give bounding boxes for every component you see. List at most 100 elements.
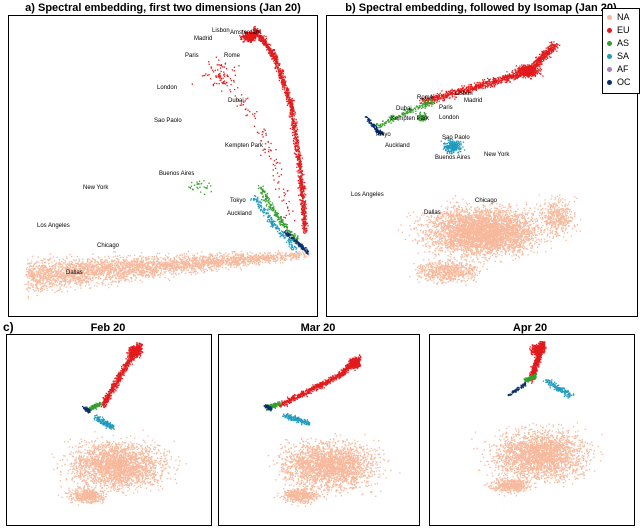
na-point bbox=[141, 260, 143, 263]
na-point bbox=[168, 279, 171, 282]
na-point bbox=[122, 256, 124, 258]
na-point bbox=[222, 262, 224, 264]
eu-point bbox=[284, 83, 286, 85]
eu-point bbox=[286, 104, 289, 106]
na-point bbox=[212, 259, 215, 261]
eu-point bbox=[263, 35, 265, 37]
na-point bbox=[87, 271, 89, 273]
eu-point bbox=[301, 190, 304, 193]
na-point bbox=[98, 269, 100, 271]
eu-point bbox=[245, 33, 247, 35]
na-point bbox=[208, 261, 210, 263]
eu-point bbox=[253, 36, 255, 39]
na-point bbox=[68, 277, 70, 279]
na-point bbox=[230, 263, 232, 265]
na-point bbox=[231, 262, 233, 264]
eu-point bbox=[302, 190, 305, 192]
eu-point bbox=[302, 220, 304, 222]
eu-point bbox=[295, 137, 298, 140]
eu-point bbox=[291, 102, 293, 104]
na-point bbox=[107, 273, 110, 275]
na-point bbox=[112, 274, 114, 277]
na-point bbox=[151, 256, 153, 258]
eu-point bbox=[256, 29, 258, 31]
na-point bbox=[71, 276, 73, 279]
na-point bbox=[241, 256, 243, 258]
na-point bbox=[97, 263, 99, 266]
na-point bbox=[286, 255, 288, 257]
na-point bbox=[108, 265, 110, 267]
na-point bbox=[144, 267, 146, 270]
eu-point bbox=[300, 189, 302, 191]
na-point bbox=[83, 272, 86, 274]
na-point bbox=[118, 277, 120, 279]
na-point bbox=[305, 255, 308, 258]
na-point bbox=[194, 262, 196, 264]
na-point bbox=[56, 290, 58, 292]
na-point bbox=[110, 270, 112, 273]
na-point bbox=[90, 268, 92, 271]
na-point bbox=[34, 268, 36, 270]
eu-point bbox=[268, 43, 270, 45]
na-point bbox=[88, 284, 90, 286]
na-point bbox=[115, 281, 117, 283]
na-point bbox=[141, 281, 143, 283]
na-point bbox=[160, 260, 162, 262]
na-point bbox=[59, 262, 61, 264]
na-point bbox=[112, 260, 115, 262]
na-point bbox=[158, 252, 161, 255]
na-point bbox=[80, 263, 82, 265]
as-point bbox=[265, 196, 268, 198]
na-point bbox=[257, 256, 259, 259]
na-point bbox=[112, 256, 115, 258]
na-point bbox=[82, 281, 84, 283]
na-point bbox=[48, 262, 50, 264]
na-point bbox=[49, 270, 51, 272]
na-point bbox=[156, 272, 158, 274]
na-point bbox=[106, 274, 108, 276]
na-point bbox=[62, 268, 64, 270]
na-point bbox=[124, 272, 126, 274]
na-point bbox=[127, 274, 129, 276]
na-point bbox=[207, 265, 209, 267]
eu-point bbox=[281, 86, 284, 88]
eu-point bbox=[285, 203, 287, 205]
na-point bbox=[164, 272, 166, 274]
na-point bbox=[73, 274, 75, 276]
na-point bbox=[141, 252, 143, 254]
na-point bbox=[133, 271, 135, 273]
eu-point bbox=[298, 161, 300, 164]
eu-point bbox=[294, 145, 296, 147]
na-point bbox=[38, 279, 40, 282]
eu-point bbox=[294, 113, 296, 115]
na-point bbox=[139, 266, 141, 269]
na-point bbox=[257, 262, 260, 264]
eu-point bbox=[298, 166, 300, 168]
na-point bbox=[257, 259, 260, 261]
na-point bbox=[52, 282, 54, 285]
as-point bbox=[266, 200, 268, 202]
na-point bbox=[215, 260, 217, 263]
eu-point bbox=[302, 211, 304, 213]
eu-point bbox=[272, 54, 275, 56]
na-point bbox=[137, 257, 139, 260]
na-point bbox=[281, 256, 283, 258]
na-point bbox=[110, 284, 113, 286]
eu-point bbox=[301, 219, 303, 221]
na-point bbox=[139, 272, 141, 274]
na-point bbox=[69, 280, 71, 282]
eu-point bbox=[276, 63, 278, 65]
eu-point bbox=[283, 89, 285, 91]
na-point bbox=[53, 274, 55, 276]
na-point bbox=[144, 262, 146, 265]
eu-point bbox=[304, 223, 306, 225]
na-point bbox=[39, 288, 42, 290]
na-point bbox=[94, 260, 96, 262]
eu-point bbox=[293, 118, 296, 120]
na-point bbox=[51, 270, 53, 273]
na-point bbox=[84, 263, 86, 266]
na-point bbox=[77, 271, 79, 273]
na-point bbox=[90, 268, 92, 270]
as-point bbox=[269, 205, 271, 207]
na-point bbox=[50, 275, 53, 277]
